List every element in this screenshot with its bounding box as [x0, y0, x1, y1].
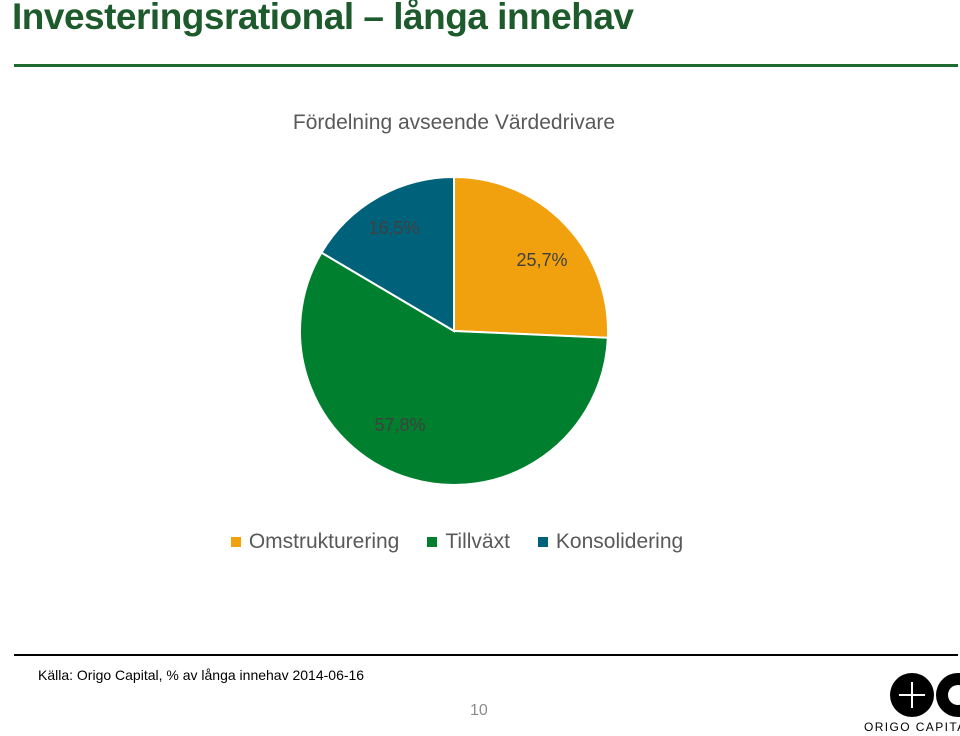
pie-slice-konsolidering [320, 175, 455, 333]
legend-swatch-omstrukturering [230, 537, 241, 547]
footer-divider [14, 654, 958, 656]
legend-label-tillvaxt: Tillväxt [445, 530, 510, 553]
legend-label-omstrukturering: Omstrukturering [248, 530, 400, 553]
legend-item-tillvaxt: Tillväxt [427, 530, 510, 554]
logo-text: ORIGO CAPITAL [864, 720, 960, 734]
pie-slice-tillväxt [299, 251, 609, 486]
source-note: Källa: Origo Capital, % av långa innehav… [38, 667, 365, 683]
title-divider [14, 64, 958, 67]
legend-label-konsolidering: Konsolidering [555, 530, 684, 553]
legend-item-omstrukturering: Omstrukturering [230, 530, 400, 554]
pie-slice-omstrukturering [453, 175, 609, 339]
legend-item-konsolidering: Konsolidering [537, 530, 684, 554]
chart-legend: Omstrukturering Tillväxt Konsolidering [0, 530, 914, 554]
pie-label-konsolidering: 16,5% [368, 218, 419, 238]
chart-title: Fördelning avseende Värdedrivare [292, 111, 616, 134]
legend-swatch-tillvaxt [427, 537, 438, 547]
slide-title: Investeringsrational – långa innehav [12, 0, 634, 37]
legend-swatch-konsolidering [537, 537, 548, 547]
pie-label-omstrukturering: 25,7% [516, 250, 567, 270]
pie-label-tillväxt: 57,8% [374, 415, 425, 435]
logo-ring-hole [948, 685, 960, 705]
page-number: 10 [470, 702, 488, 719]
origo-capital-logo [890, 673, 960, 717]
